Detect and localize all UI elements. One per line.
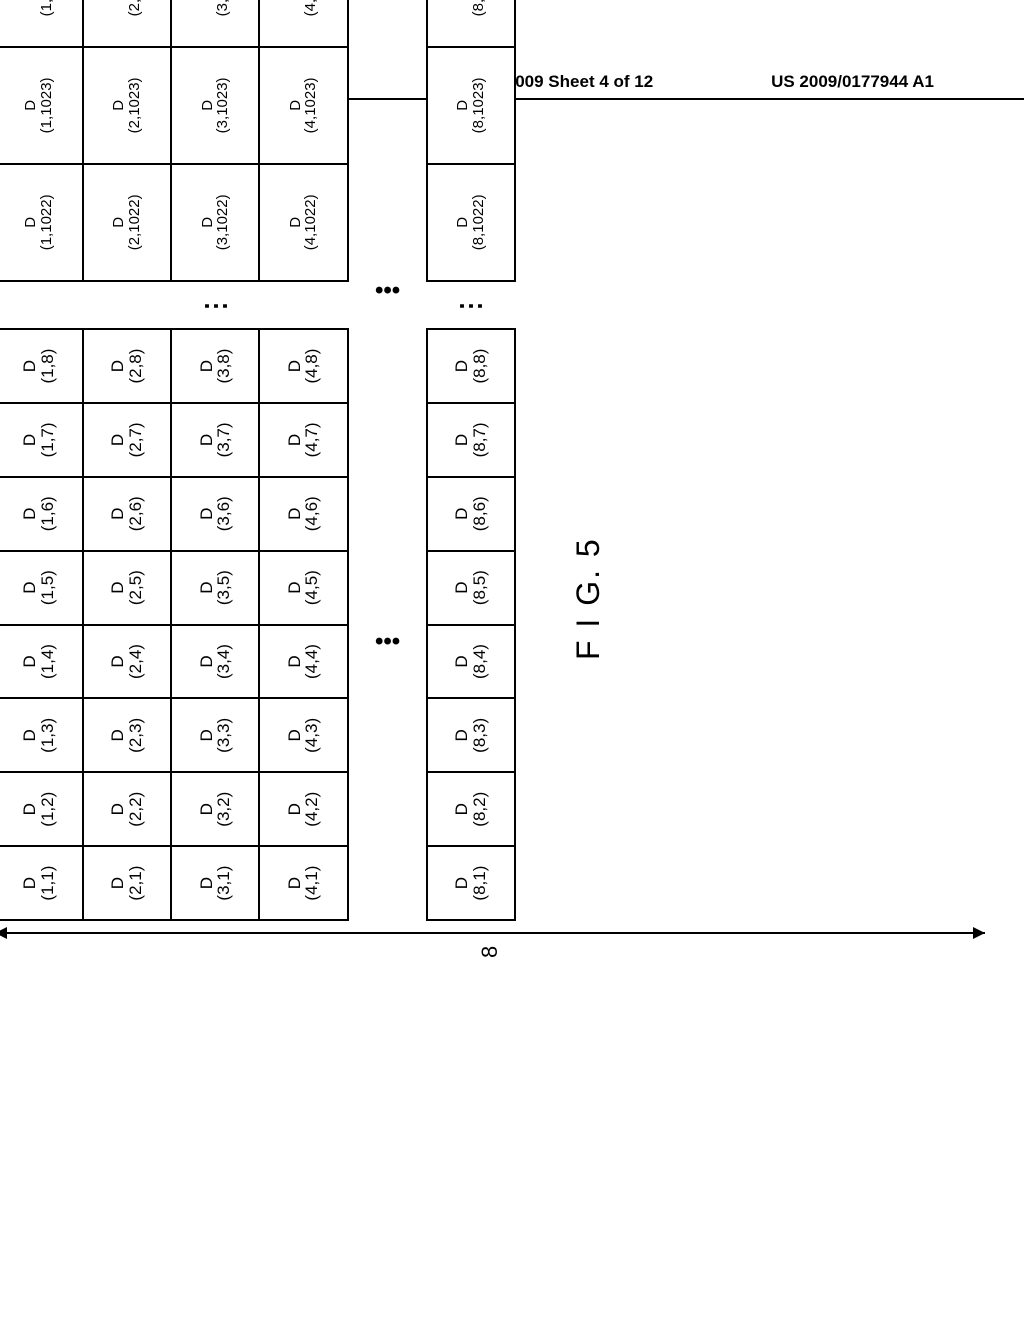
matrix-cell: D(1,6)	[0, 476, 84, 552]
matrix-cell: D(3,6)	[170, 476, 260, 552]
ellipsis	[347, 671, 428, 735]
matrix-cell: D(2,1)	[82, 845, 172, 921]
matrix-cell: D(4,4)	[258, 624, 348, 700]
matrix-cell: D(3,2)	[170, 771, 260, 847]
matrix-cell: D(2,1022)	[82, 163, 172, 282]
matrix-cell: D(8,4)	[426, 624, 516, 700]
ellipsis	[347, 361, 428, 425]
matrix-cell: D(4,2)	[258, 771, 348, 847]
matrix-cell: D(4,1022)	[258, 163, 348, 282]
matrix-cell: D(8,1)	[426, 845, 516, 921]
matrix-row: D(3,1)D(3,2)D(3,3)D(3,4)D(3,5)D(3,6)D(3,…	[171, 0, 259, 920]
matrix-cell: D(4,1023)	[258, 46, 348, 165]
matrix-row: D(1,1)D(1,2)D(1,3)D(1,4)D(1,5)D(1,6)D(1,…	[0, 0, 83, 920]
ellipsis	[258, 280, 348, 330]
matrix-cell: D(1,8)	[0, 328, 84, 404]
matrix-cell: D(2,7)	[82, 402, 172, 478]
ellipsis	[82, 280, 172, 330]
matrix-cell: D(1,3)	[0, 697, 84, 773]
matrix-cell: D(2,3)	[82, 697, 172, 773]
matrix-cell: D(3,3)	[170, 697, 260, 773]
matrix-cell: D(8,5)	[426, 550, 516, 626]
matrix-cell: D(1,1)	[0, 845, 84, 921]
matrix-cell: D(4,7)	[258, 402, 348, 478]
dimension-rows-label: 8	[0, 946, 985, 958]
ellipsis: ⋮	[426, 280, 516, 330]
matrix-cell: D(1,1024)	[0, 0, 84, 48]
figure-5: 1024 8 D(1,1)D(1,2)D(1,3)D(1,4)D(1,5)D(1…	[0, 400, 985, 920]
matrix-cell: D(4,1024)	[258, 0, 348, 48]
ellipsis: •••	[347, 217, 428, 363]
matrix-cell: D(2,4)	[82, 624, 172, 700]
matrix-cell: D(8,7)	[426, 402, 516, 478]
matrix-cell: D(8,1024)	[426, 0, 516, 48]
matrix-cell: D(3,1023)	[170, 46, 260, 165]
matrix-cell: D(3,7)	[170, 402, 260, 478]
matrix-cell: D(1,1022)	[0, 163, 84, 282]
matrix-cell: D(2,2)	[82, 771, 172, 847]
ellipsis: ⋮	[170, 280, 260, 330]
ellipsis	[347, 857, 428, 921]
matrix-cell: D(1,7)	[0, 402, 84, 478]
matrix-cell: D(2,8)	[82, 328, 172, 404]
matrix-cell: D(1,5)	[0, 550, 84, 626]
matrix-cell: D(2,1024)	[82, 0, 172, 48]
matrix-cell: D(2,1023)	[82, 46, 172, 165]
matrix-row: D(4,1)D(4,2)D(4,3)D(4,4)D(4,5)D(4,6)D(4,…	[259, 0, 347, 920]
matrix-cell: D(8,1023)	[426, 46, 516, 165]
ellipsis	[347, 733, 428, 797]
figure-caption: F I G. 5	[570, 537, 607, 660]
matrix-cell: D(4,1)	[258, 845, 348, 921]
matrix-cell: D(3,5)	[170, 550, 260, 626]
ellipsis	[347, 795, 428, 859]
matrix-cell: D(3,8)	[170, 328, 260, 404]
matrix-cell: D(3,1024)	[170, 0, 260, 48]
matrix-cell: D(4,3)	[258, 697, 348, 773]
matrix-cell: D(4,6)	[258, 476, 348, 552]
matrix-row: D(8,1)D(8,2)D(8,3)D(8,4)D(8,5)D(8,6)D(8,…	[427, 0, 515, 920]
matrix-cell: D(4,8)	[258, 328, 348, 404]
matrix-cell: D(8,1022)	[426, 163, 516, 282]
header-patent-number: US 2009/0177944 A1	[771, 72, 934, 92]
matrix-cell: D(2,5)	[82, 550, 172, 626]
matrix-cell: D(8,3)	[426, 697, 516, 773]
ellipsis: •••	[347, 609, 428, 673]
matrix-cell: D(1,1023)	[0, 46, 84, 165]
ellipsis	[347, 0, 428, 75]
matrix-cell: D(1,2)	[0, 771, 84, 847]
ellipsis	[0, 280, 84, 330]
matrix-cell: D(8,2)	[426, 771, 516, 847]
matrix-cell: D(4,5)	[258, 550, 348, 626]
matrix-row-gap: ••• •••	[348, 0, 427, 920]
matrix-cell: D(8,6)	[426, 476, 516, 552]
ellipsis	[347, 485, 428, 549]
ellipsis	[347, 547, 428, 611]
matrix-cell: D(3,1022)	[170, 163, 260, 282]
matrix-cell: D(8,8)	[426, 328, 516, 404]
matrix-cell: D(3,1)	[170, 845, 260, 921]
ellipsis	[347, 73, 428, 219]
matrix-row: D(2,1)D(2,2)D(2,3)D(2,4)D(2,5)D(2,6)D(2,…	[83, 0, 171, 920]
matrix-cell: D(3,4)	[170, 624, 260, 700]
matrix-cell: D(2,6)	[82, 476, 172, 552]
matrix-cell: D(1,4)	[0, 624, 84, 700]
ellipsis	[347, 423, 428, 487]
data-matrix: D(1,1)D(1,2)D(1,3)D(1,4)D(1,5)D(1,6)D(1,…	[0, 0, 515, 920]
dimension-rows-arrow	[0, 932, 985, 934]
